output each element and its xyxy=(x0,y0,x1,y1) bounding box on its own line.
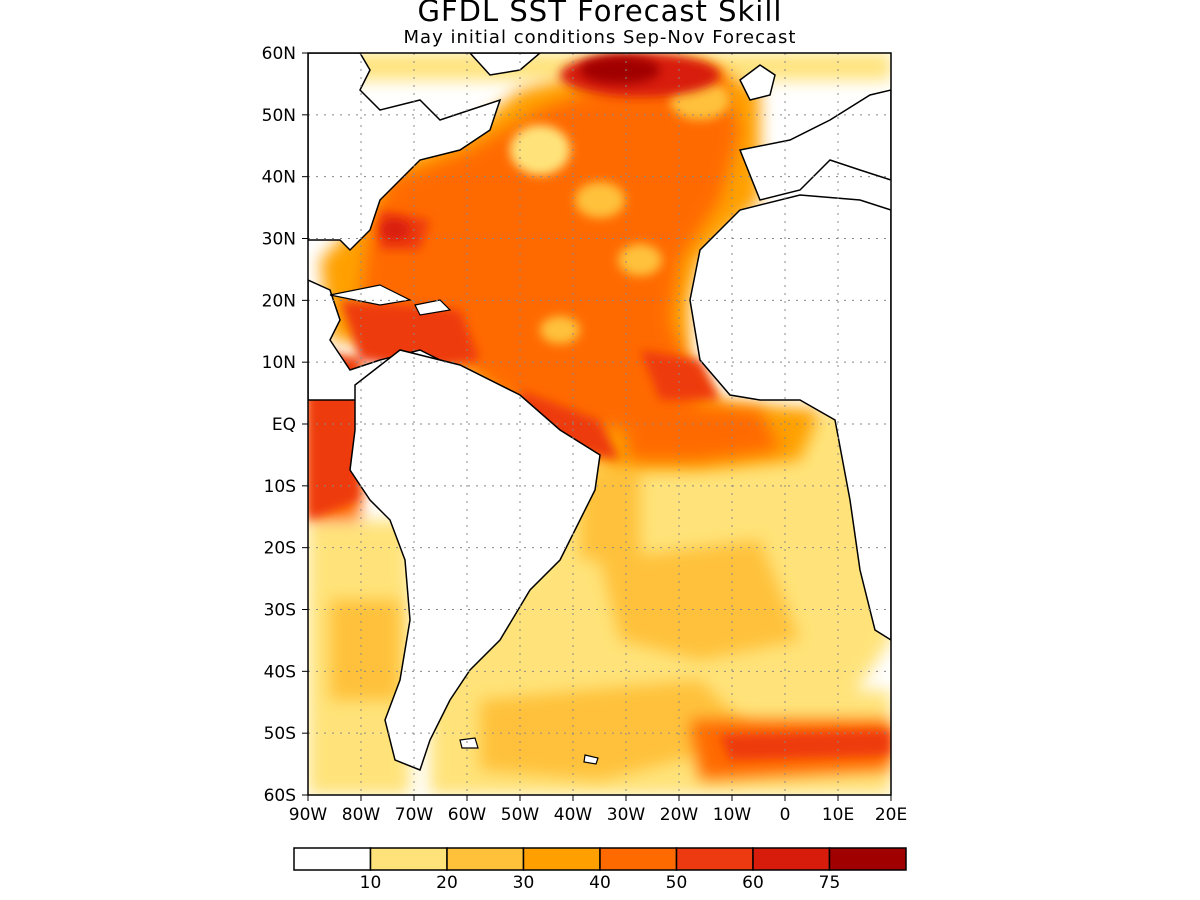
south-america-land xyxy=(349,349,601,771)
lon-tick-label: 10E xyxy=(822,805,854,825)
lat-axis: 60N 50N 40N 30N 20N 10N EQ 10S 20S 30S 40S 50S 60S xyxy=(262,44,308,806)
lon-tick-label: 50W xyxy=(501,805,540,825)
colorbar-level-label: 10 xyxy=(360,873,382,893)
colorbar-swatch xyxy=(446,847,525,871)
lat-tick-label: 30S xyxy=(264,601,296,621)
map-subtitle: May initial conditions Sep-Nov Forecast xyxy=(403,27,797,48)
grid-lines xyxy=(308,53,891,795)
lat-tick-label: 20N xyxy=(262,291,296,311)
lat-tick-label: 10S xyxy=(264,477,296,497)
lat-tick-label: 50N xyxy=(262,106,296,126)
lat-tick-label: 10N xyxy=(262,353,296,373)
falklands-land xyxy=(459,737,479,749)
colorbar-swatch xyxy=(752,847,831,871)
colorbar-swatch xyxy=(522,847,601,871)
lon-tick-label: 20W xyxy=(660,805,699,825)
colorbar-swatch xyxy=(369,847,448,871)
lon-tick-label: 90W xyxy=(289,805,328,825)
lat-tick-label: EQ xyxy=(272,415,296,435)
colorbar-level-label: 75 xyxy=(819,873,841,893)
south-georgia-land xyxy=(583,754,599,765)
colorbar-level-label: 30 xyxy=(513,873,535,893)
colorbar-swatch xyxy=(675,847,754,871)
colorbar-level-label: 40 xyxy=(589,873,611,893)
lat-tick-label: 60N xyxy=(262,44,296,64)
lon-tick-label: 30W xyxy=(607,805,646,825)
land-masses xyxy=(308,53,891,771)
colorbar-level-label: 50 xyxy=(666,873,688,893)
lat-tick-label: 30N xyxy=(262,230,296,250)
lon-tick-label: 0 xyxy=(780,805,791,825)
lon-axis: 90W 80W 70W 60W 50W 40W 30W 20W 10W 0 10E 20E xyxy=(289,795,907,825)
colorbar-swatch xyxy=(293,847,372,871)
europe-land xyxy=(738,89,891,201)
africa-land xyxy=(689,194,891,641)
lon-tick-label: 70W xyxy=(395,805,434,825)
map-title: GFDL SST Forecast Skill xyxy=(417,0,783,28)
colorbar: 10 20 30 40 50 60 75 xyxy=(293,847,907,893)
lon-tick-label: 20E xyxy=(875,805,907,825)
lat-tick-label: 40S xyxy=(264,662,296,682)
lat-tick-label: 20S xyxy=(264,539,296,559)
colorbar-level-label: 60 xyxy=(742,873,764,893)
lat-tick-label: 50S xyxy=(264,724,296,744)
lon-tick-label: 80W xyxy=(342,805,381,825)
colorbar-swatch xyxy=(599,847,678,871)
lat-tick-label: 40N xyxy=(262,168,296,188)
colorbar-level-label: 20 xyxy=(436,873,458,893)
lon-tick-label: 60W xyxy=(448,805,487,825)
colorbar-swatch xyxy=(828,847,907,871)
lon-tick-label: 10W xyxy=(713,805,752,825)
hispaniola-land xyxy=(414,299,452,316)
lon-tick-label: 40W xyxy=(554,805,593,825)
uk-land xyxy=(739,64,776,101)
lat-tick-label: 60S xyxy=(264,786,296,806)
